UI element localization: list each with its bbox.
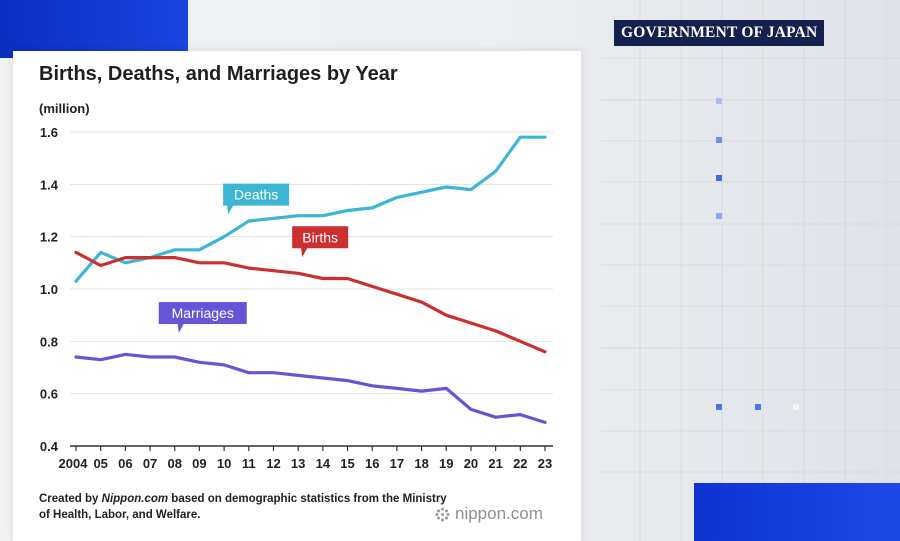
decorative-square bbox=[793, 404, 799, 410]
series-label-deaths: Deaths bbox=[234, 187, 278, 203]
y-tick-label: 1.6 bbox=[40, 125, 58, 140]
x-tick-label: 2004 bbox=[59, 456, 89, 471]
series-line-marriages bbox=[74, 352, 547, 424]
series-label-marriages: Marriages bbox=[172, 305, 234, 321]
x-tick-label: 21 bbox=[488, 456, 502, 471]
x-tick-label: 20 bbox=[464, 456, 478, 471]
x-tick-label: 23 bbox=[538, 456, 552, 471]
decorative-blue-block-top bbox=[0, 0, 188, 58]
callout-box-deaths bbox=[223, 183, 290, 215]
decorative-square bbox=[716, 98, 722, 104]
x-tick-label: 14 bbox=[316, 456, 331, 471]
x-tick-label: 12 bbox=[266, 456, 280, 471]
x-tick-label: 13 bbox=[291, 456, 305, 471]
footnote-prefix: Created by bbox=[39, 493, 102, 505]
x-tick-label: 05 bbox=[93, 456, 107, 471]
callout-box-births bbox=[292, 226, 349, 258]
x-tick-label: 16 bbox=[365, 456, 379, 471]
y-tick-label: 0.8 bbox=[40, 334, 58, 349]
x-tick-label: 08 bbox=[168, 456, 182, 471]
decorative-square bbox=[716, 213, 722, 219]
chart-title: Births, Deaths, and Marriages by Year bbox=[39, 63, 398, 85]
y-tick-label: 0.6 bbox=[40, 387, 58, 402]
x-tick-label: 22 bbox=[513, 456, 527, 471]
x-tick-label: 18 bbox=[414, 456, 428, 471]
x-tick-label: 06 bbox=[118, 456, 132, 471]
decorative-square bbox=[716, 137, 722, 143]
decorative-square bbox=[716, 404, 722, 410]
chart-card: Births, Deaths, and Marriages by Year (m… bbox=[13, 51, 581, 541]
decorative-square bbox=[755, 404, 761, 410]
decorative-square bbox=[716, 175, 722, 181]
nippon-brand: nippon.com bbox=[435, 504, 543, 524]
series-line-deaths bbox=[74, 135, 547, 283]
nippon-brand-text: nippon.com bbox=[455, 504, 543, 523]
x-tick-label: 07 bbox=[143, 456, 157, 471]
source-footnote: Created by Nippon.com based on demograph… bbox=[39, 491, 459, 523]
government-of-japan-badge: GOVERNMENT OF JAPAN bbox=[614, 20, 825, 46]
footnote-source-name: Nippon.com bbox=[101, 493, 169, 505]
x-tick-label: 17 bbox=[390, 456, 404, 471]
line-chart: 0.4 0.6 0.8 1.0 1.2 1.4 1.6 2004 05 06 07 08 09 10 11 1… bbox=[40, 125, 553, 471]
x-tick-label: 11 bbox=[242, 456, 256, 471]
x-tick-label: 09 bbox=[192, 456, 206, 471]
series-line-births bbox=[74, 250, 547, 354]
x-tick-label: 10 bbox=[217, 456, 231, 471]
footnote-suffix: based on demographic statistics from the… bbox=[39, 493, 447, 521]
callout-box-marriages bbox=[158, 302, 247, 334]
y-tick-label: 0.4 bbox=[40, 439, 59, 454]
series-label-births: Births bbox=[302, 229, 338, 245]
x-tick-label: 15 bbox=[340, 456, 354, 471]
nippon-logo-icon bbox=[435, 507, 450, 521]
y-tick-label: 1.4 bbox=[40, 177, 59, 192]
y-tick-label: 1.2 bbox=[40, 230, 58, 245]
x-tick-label: 19 bbox=[439, 456, 453, 471]
y-axis-unit-label: (million) bbox=[39, 101, 90, 116]
decorative-blue-block-bottom bbox=[694, 483, 900, 541]
y-tick-label: 1.0 bbox=[40, 282, 58, 297]
